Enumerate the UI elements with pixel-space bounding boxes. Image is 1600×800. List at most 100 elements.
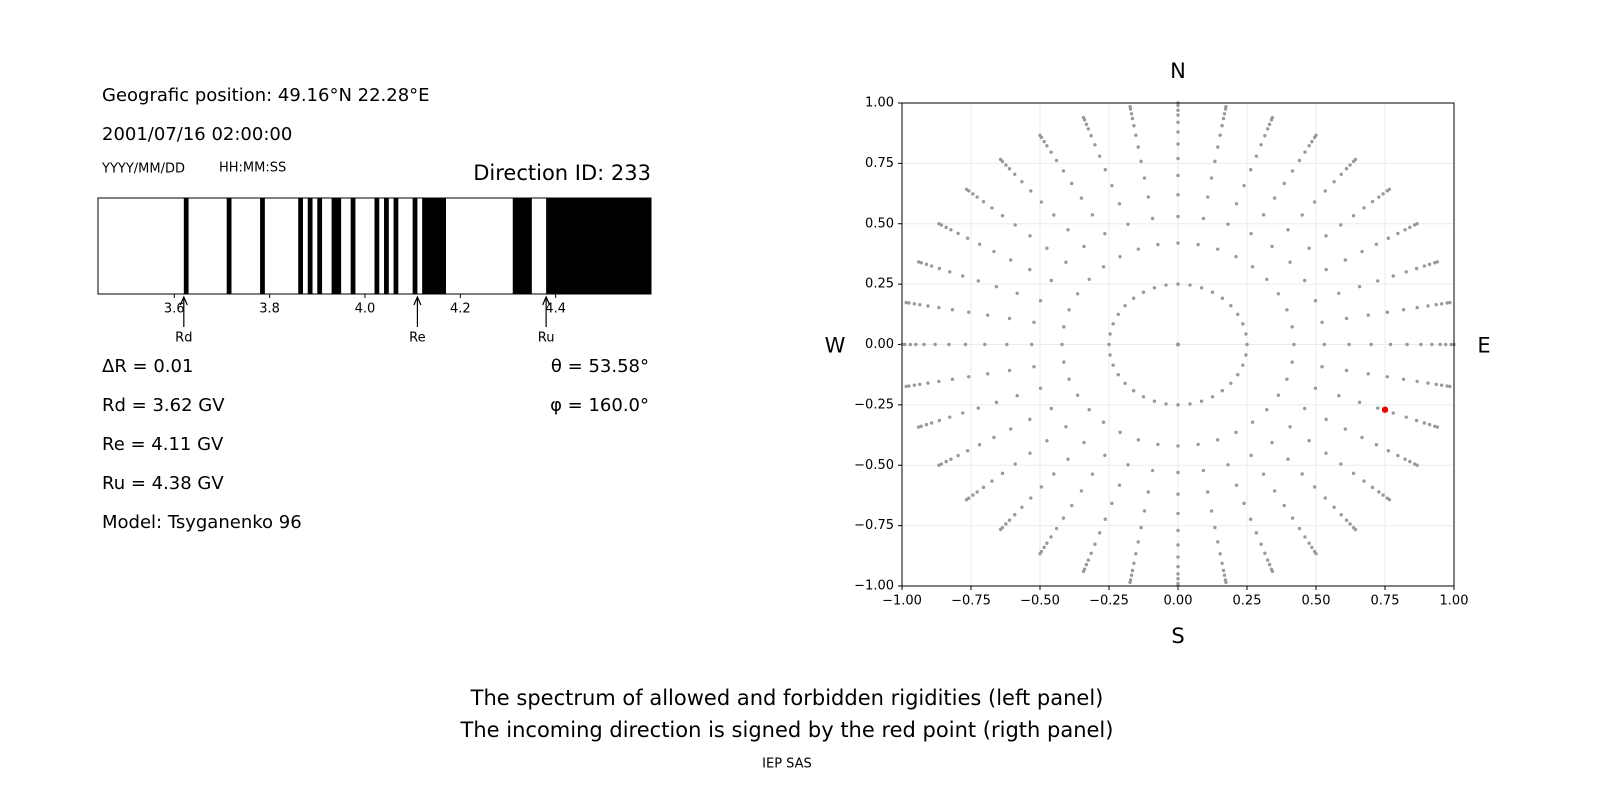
direction-point <box>1045 246 1049 250</box>
forbidden-band <box>384 198 389 294</box>
direction-point <box>1286 457 1290 461</box>
direction-point <box>1259 542 1263 546</box>
x-tick-label: 0.75 <box>1371 594 1400 609</box>
direction-point <box>1049 278 1054 283</box>
direction-point <box>1139 159 1143 164</box>
direction-point <box>1029 189 1033 193</box>
direction-point <box>1128 580 1132 585</box>
direction-point <box>1265 277 1269 282</box>
direction-point <box>1414 266 1419 271</box>
direction-point <box>1067 377 1071 381</box>
direction-point <box>1290 325 1294 329</box>
result: ΔR = 0.01 <box>102 356 193 377</box>
direction-point <box>1087 277 1091 282</box>
axes-frame <box>901 102 1455 587</box>
direction-point <box>1136 145 1140 149</box>
direction-point <box>1422 421 1427 425</box>
direction-point <box>1176 108 1180 112</box>
direction-point <box>944 459 948 464</box>
direction-point <box>1300 472 1304 476</box>
direction-point <box>975 490 979 494</box>
forbidden-band <box>412 198 418 294</box>
direction-point <box>1404 415 1408 419</box>
direction-point <box>1039 200 1044 204</box>
direction-point <box>1226 222 1230 226</box>
direction-point <box>1086 127 1091 131</box>
direction-point <box>1388 342 1393 347</box>
direction-point <box>1377 490 1381 494</box>
direction-point <box>1288 425 1292 429</box>
direction-point <box>1130 568 1135 573</box>
direction-point <box>1176 103 1180 108</box>
direction-point <box>1245 342 1249 347</box>
direction-point <box>918 302 922 307</box>
marker-arrow-head <box>179 295 188 306</box>
marker-label: Rd <box>175 331 192 346</box>
direction-point <box>1176 113 1180 117</box>
direction-point <box>1117 483 1122 487</box>
direction-point <box>1070 503 1074 508</box>
direction-point <box>956 231 960 236</box>
direction-point <box>1090 213 1095 217</box>
direction-point <box>1164 283 1168 287</box>
direction-point <box>1101 420 1106 424</box>
x-tick-label: −0.50 <box>1020 594 1060 609</box>
direction-point <box>1004 522 1008 526</box>
direction-point <box>1032 365 1036 369</box>
direction-point <box>1060 342 1064 347</box>
direction-point <box>1111 322 1115 326</box>
direction-point <box>1290 169 1295 173</box>
direction-point <box>1307 541 1311 545</box>
direction-point <box>1282 503 1286 508</box>
direction-point <box>1444 342 1448 347</box>
direction-point <box>933 342 937 347</box>
direction-point <box>1176 142 1180 146</box>
direction-point <box>1152 399 1157 403</box>
direction-point <box>1107 342 1111 347</box>
direction-point <box>1386 236 1391 240</box>
direction-point <box>1433 424 1437 428</box>
x-tick-label: 0.25 <box>1233 594 1262 609</box>
direction-point <box>1103 168 1108 172</box>
direction-point <box>1332 180 1336 184</box>
direction-point <box>981 199 986 204</box>
direction-point <box>1103 517 1108 521</box>
direction-point <box>1008 427 1013 431</box>
direction-label: E <box>1477 334 1490 358</box>
y-tick-label: −0.25 <box>854 397 894 412</box>
direction-point <box>1267 122 1272 127</box>
direction-point <box>1210 395 1215 399</box>
direction-point <box>1415 463 1419 467</box>
direction-point <box>1064 425 1068 429</box>
direction-point <box>1312 485 1317 489</box>
direction-point <box>1242 183 1246 188</box>
direction-point <box>1131 296 1136 300</box>
direction-point <box>1176 572 1180 576</box>
direction-point <box>1254 154 1259 158</box>
direction-point <box>1126 222 1130 226</box>
direction-point <box>1370 199 1375 204</box>
direction-point <box>1222 112 1227 116</box>
direction-point <box>1302 278 1307 283</box>
direction-label: S <box>1171 624 1184 648</box>
direction-point <box>986 372 990 376</box>
direction-point <box>929 421 934 425</box>
direction-point <box>1110 501 1114 506</box>
direction-point <box>956 453 960 458</box>
direction-point <box>1028 417 1032 422</box>
direction-point <box>1337 394 1341 398</box>
direction-point <box>1396 453 1400 458</box>
direction-point <box>1218 133 1222 137</box>
direction-point <box>1236 312 1240 317</box>
direction-point <box>1081 569 1086 574</box>
direction-point <box>922 342 926 347</box>
direction-point <box>1270 244 1274 249</box>
direction-point <box>1339 512 1343 517</box>
direction-point <box>1439 383 1444 387</box>
direction-point <box>1052 472 1056 476</box>
direction-point <box>1052 213 1056 217</box>
direction-point <box>1176 444 1180 448</box>
direction-point <box>1439 302 1444 306</box>
direction-point <box>1307 439 1311 443</box>
direction-point <box>919 261 923 265</box>
